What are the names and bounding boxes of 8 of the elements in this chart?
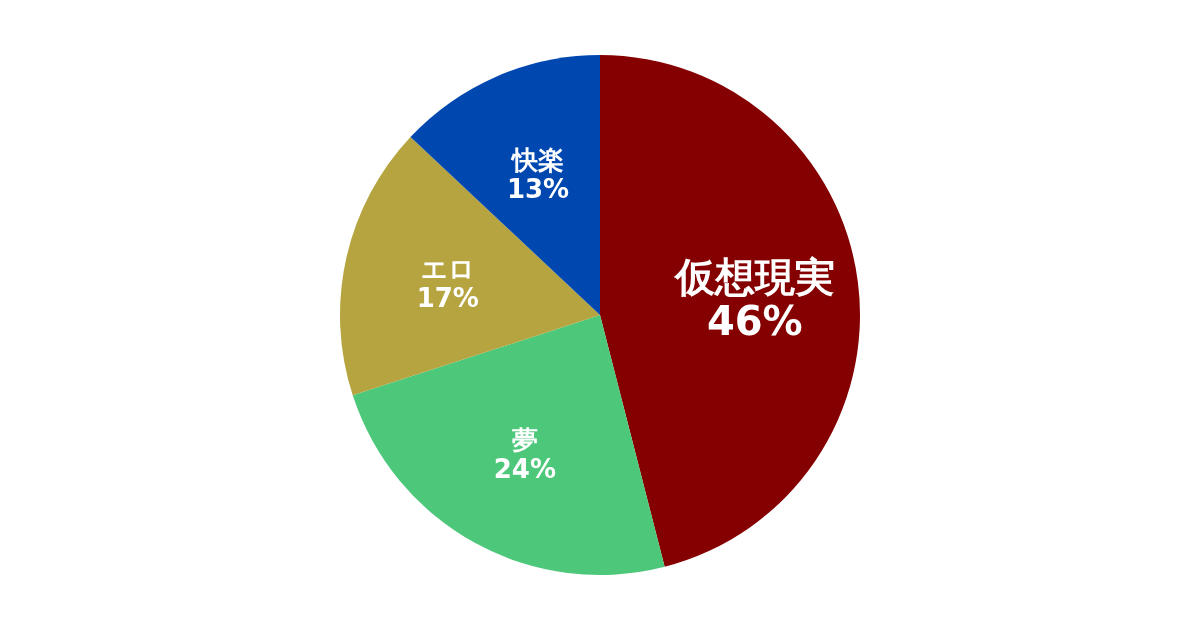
slice-label: 夢 xyxy=(511,425,538,456)
slice-label: 快楽 xyxy=(510,145,565,176)
data-label: 24% xyxy=(493,453,556,484)
slice-label: エロ xyxy=(420,254,475,285)
slice-label: 仮想現実 xyxy=(672,254,835,301)
data-label: 46% xyxy=(706,298,803,345)
data-label: 13% xyxy=(506,173,570,204)
data-label: 17% xyxy=(416,282,479,313)
